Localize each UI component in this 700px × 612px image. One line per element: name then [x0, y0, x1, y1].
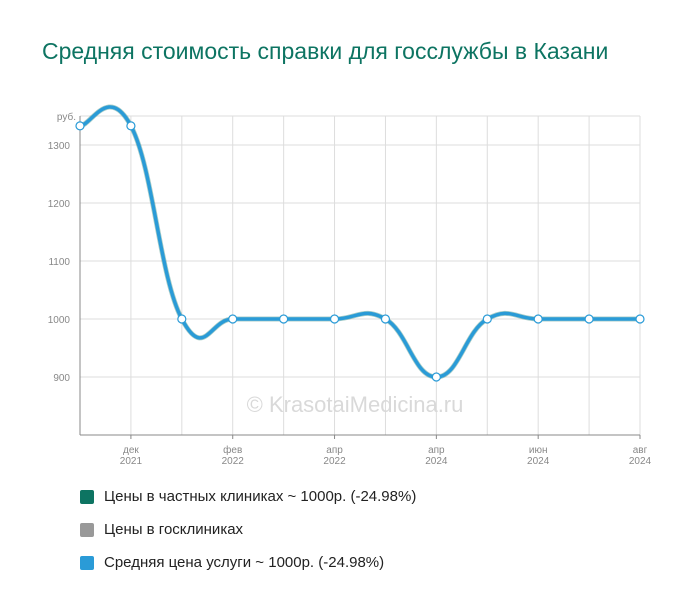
legend-label-public: Цены в госклиниках [104, 521, 244, 538]
series-line [77, 104, 643, 380]
legend-item-average[interactable]: Средняя цена услуги ~ 1000р. (-24.98%) [80, 546, 416, 579]
y-ticks: 900 1000 1100 1200 1300 руб. [48, 111, 76, 384]
data-point [482, 314, 492, 324]
data-point [533, 314, 543, 324]
y-axis-unit: руб. [57, 111, 76, 123]
data-point [177, 314, 187, 324]
x-tick-label: фев [223, 444, 242, 456]
x-tick-label: апр [428, 445, 445, 456]
legend-label-average: Средняя цена услуги ~ 1000р. (-24.98%) [104, 554, 385, 571]
x-tick-label: апр [326, 445, 343, 456]
chart-title: Средняя стоимость справки для госслужбы … [42, 38, 609, 64]
data-point [329, 314, 340, 324]
series-lines [77, 104, 643, 380]
data-point [228, 314, 238, 324]
y-tick-label: 1000 [48, 315, 71, 326]
x-tick-label: дек [123, 445, 139, 456]
data-point [126, 121, 136, 131]
x-tick-label: авг [633, 445, 648, 456]
x-tick-year: 2024 [425, 456, 448, 467]
y-tick-label: 1300 [48, 141, 71, 152]
x-tick-year: 2024 [629, 456, 652, 467]
legend-label-private: Цены в частных клиниках ~ 1000р. (-24.98… [104, 488, 417, 505]
grid [79, 115, 641, 435]
legend-swatch-private [80, 489, 94, 504]
x-ticks: дек2021фев2022апр2022апр2024июн2024авг20… [120, 435, 652, 467]
axes [79, 116, 640, 436]
legend-swatch-average [80, 555, 94, 570]
data-points [75, 121, 645, 382]
legend: Цены в частных клиниках ~ 1000р. (-24.98… [80, 480, 416, 579]
x-tick-year: 2022 [323, 456, 346, 467]
data-point [635, 314, 645, 324]
data-point [75, 121, 85, 131]
series-line [78, 105, 642, 379]
legend-item-private[interactable]: Цены в частных клиниках ~ 1000р. (-24.98… [80, 480, 416, 513]
data-point [584, 314, 594, 324]
watermark: © KrasotaiMedicina.ru [247, 392, 464, 417]
legend-item-public[interactable]: Цены в госклиниках [80, 513, 416, 546]
legend-swatch-public [80, 522, 94, 537]
y-tick-label: 1100 [48, 257, 70, 268]
x-tick-year: 2021 [120, 456, 143, 467]
y-tick-label: 900 [53, 373, 70, 384]
x-tick-year: 2022 [222, 456, 245, 467]
x-tick-label: июн [529, 445, 548, 456]
y-tick-label: 1200 [48, 199, 71, 210]
x-tick-year: 2024 [527, 456, 550, 467]
data-point [380, 314, 391, 324]
data-point [279, 314, 289, 324]
data-point [431, 372, 441, 382]
